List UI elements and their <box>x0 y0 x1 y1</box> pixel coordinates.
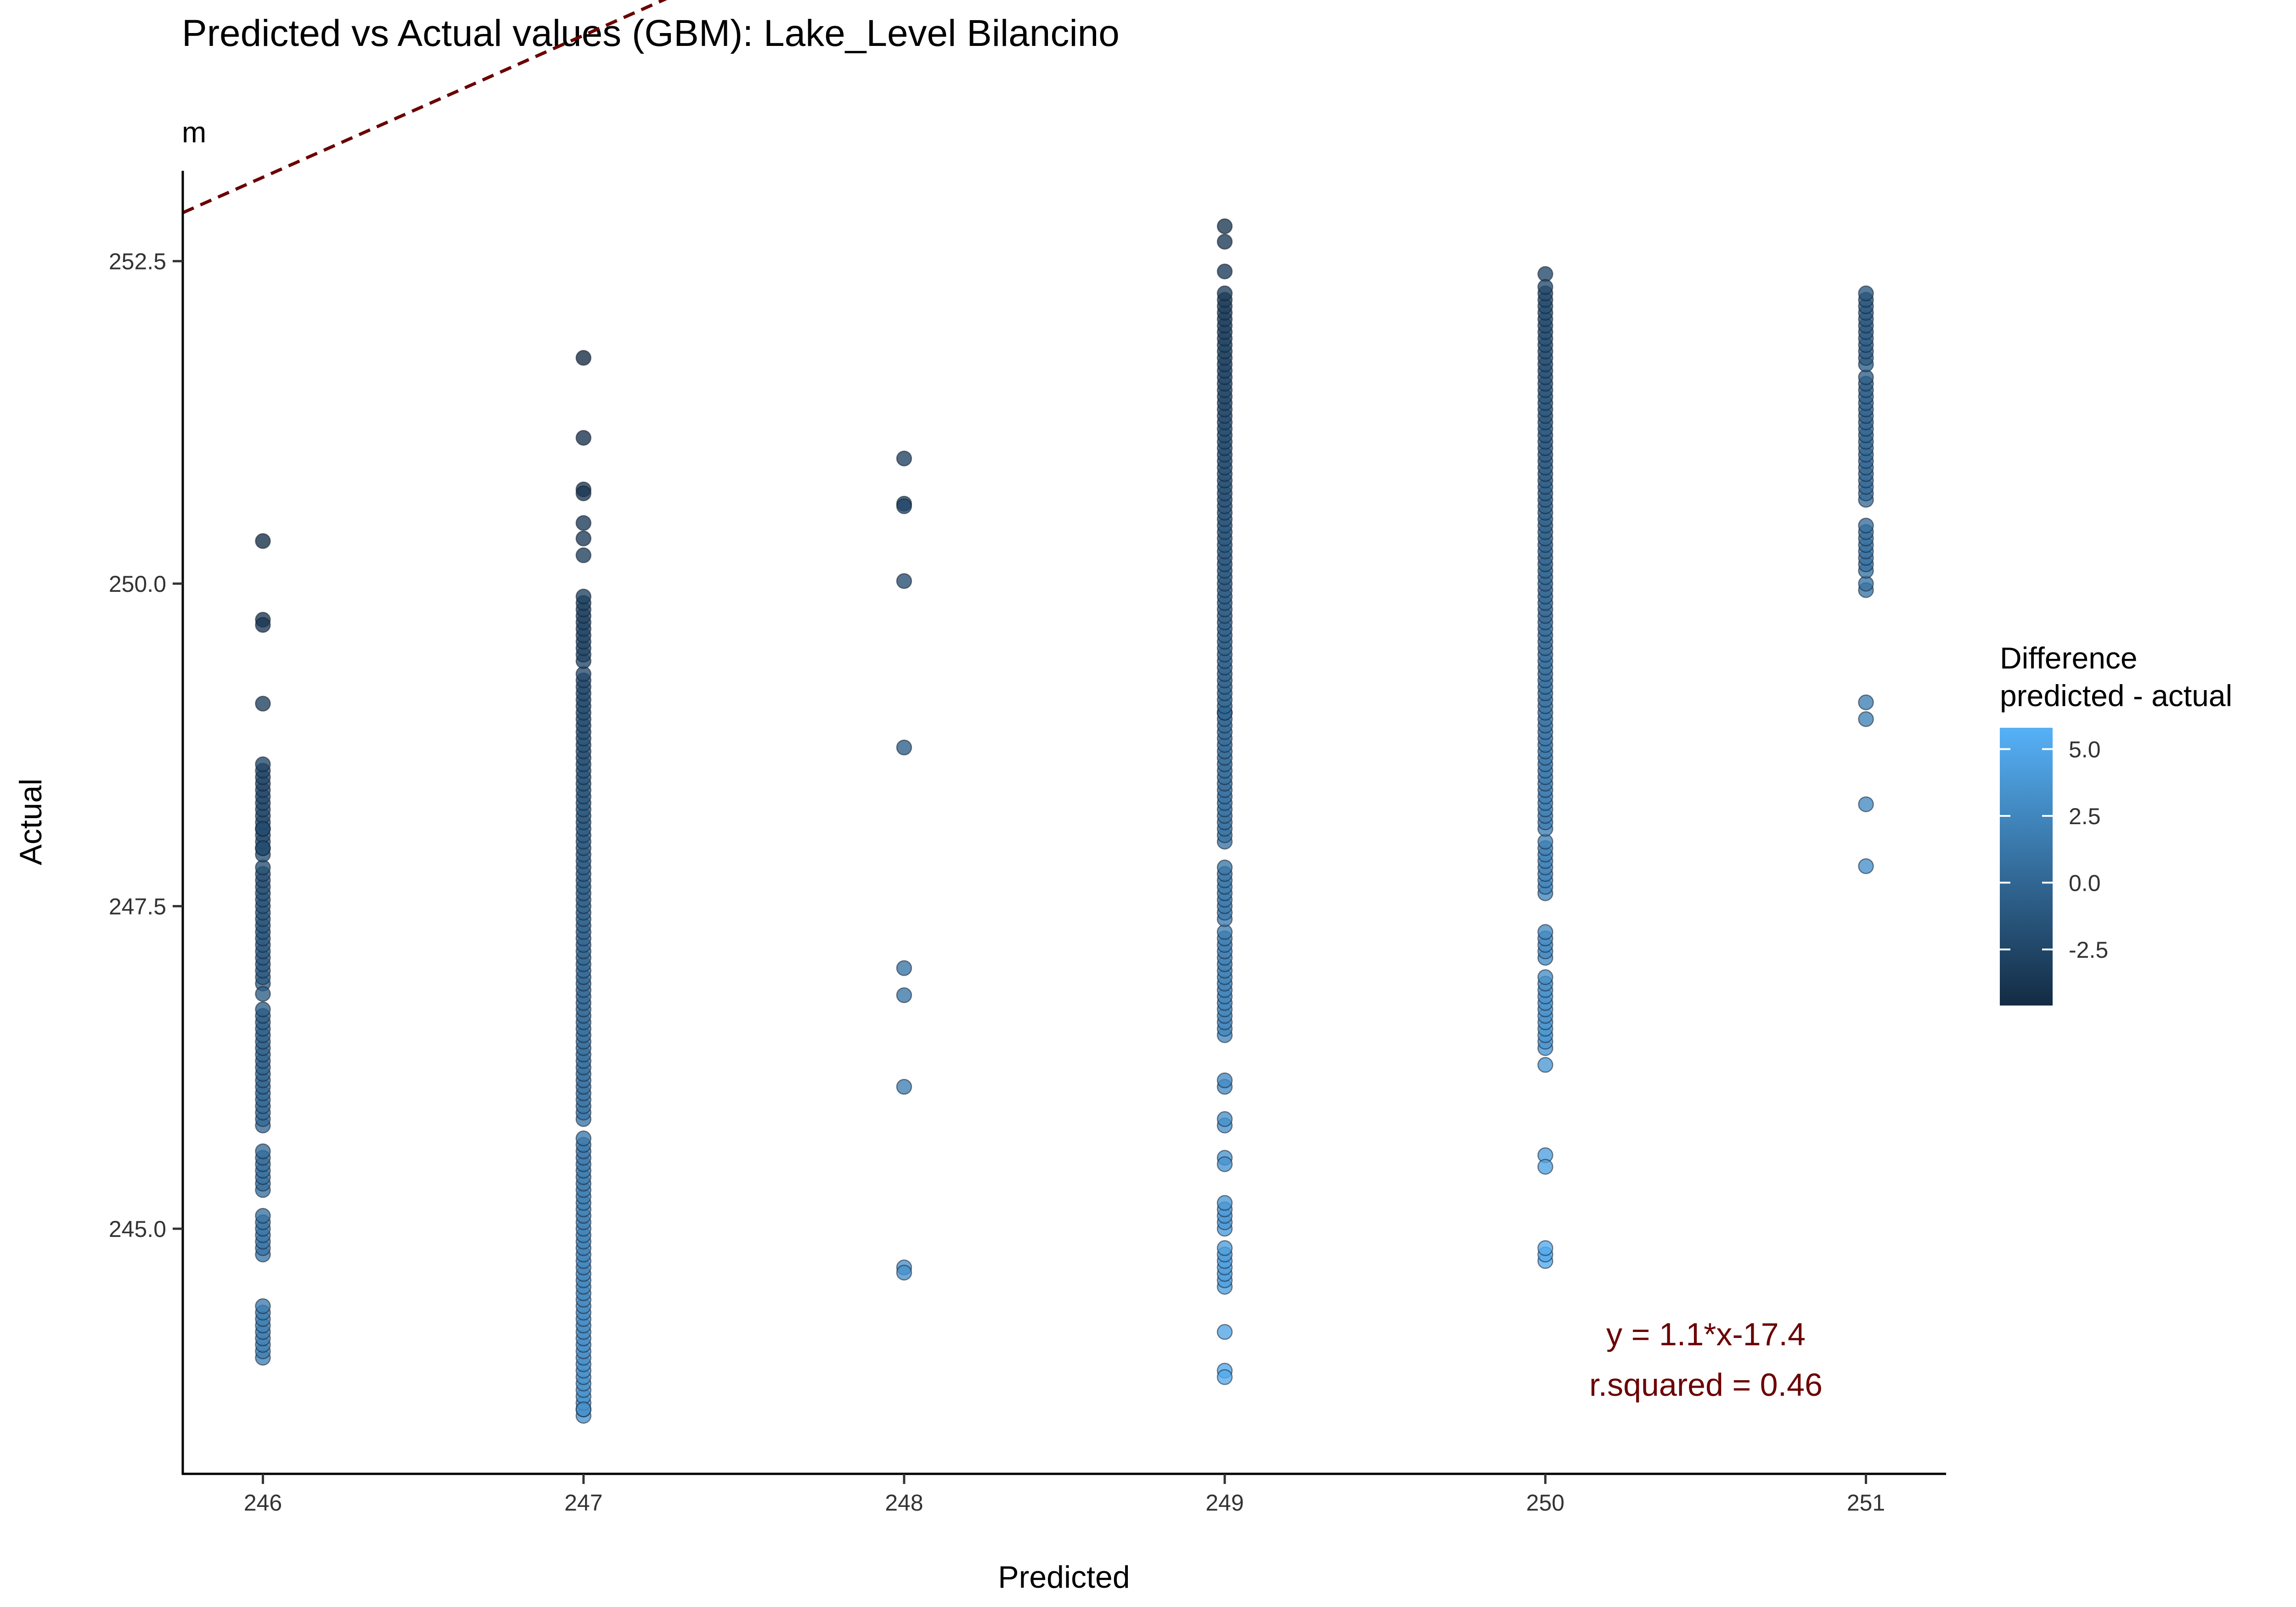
legend-tick-label: 2.5 <box>2069 804 2101 829</box>
x-tick-label: 247 <box>564 1490 602 1516</box>
scatter-point <box>255 533 271 549</box>
scatter-point <box>255 1143 271 1159</box>
scatter-point <box>1216 1111 1233 1127</box>
scatter-point <box>1216 1369 1233 1385</box>
scatter-point <box>255 756 271 772</box>
scatter-point <box>575 485 591 501</box>
legend-tick-label: 5.0 <box>2069 737 2101 763</box>
scatter-point <box>255 1208 271 1224</box>
y-tick-label: 252.5 <box>109 249 166 275</box>
scatter-point <box>1858 285 1874 302</box>
color-legend: Difference predicted - actual 5.0 2.5 0.0 -… <box>2000 641 2232 1006</box>
scatter-point <box>1216 263 1233 280</box>
scatter-point <box>1216 234 1233 250</box>
legend-tick-label: -2.5 <box>2069 937 2108 963</box>
scatter-point <box>255 696 271 712</box>
scatter-point <box>1216 1195 1233 1211</box>
y-tick-label: 247.5 <box>109 894 166 920</box>
scatter-point <box>1537 1057 1553 1073</box>
scatter-point <box>255 617 271 633</box>
legend-title-line1: Difference <box>2000 641 2138 675</box>
x-tick-label: 249 <box>1205 1490 1244 1516</box>
scatter-point <box>1537 924 1553 940</box>
scatter-point <box>1537 1158 1553 1175</box>
x-axis-ticks: 246 247 248 249 250 251 <box>244 1474 1885 1516</box>
scatter-point <box>1537 279 1553 295</box>
scatter-point <box>1216 1240 1233 1256</box>
y-tick-label: 245.0 <box>109 1216 166 1242</box>
scatter-point <box>896 739 912 756</box>
scatter-point <box>575 1130 591 1146</box>
chart-subtitle: m <box>182 116 206 149</box>
scatter-point <box>575 530 591 547</box>
y-axis-title: Actual <box>13 779 48 865</box>
r-squared-label: r.squared = 0.46 <box>1589 1367 1823 1403</box>
scatter-point <box>575 430 591 446</box>
scatter-point <box>896 1079 912 1095</box>
y-tick-label: 250.0 <box>109 571 166 597</box>
scatter-point <box>1216 860 1233 876</box>
scatter-point <box>255 820 271 837</box>
scatter-point <box>896 1264 912 1281</box>
x-tick-label: 250 <box>1526 1490 1564 1516</box>
scatter-point <box>896 960 912 976</box>
scatter-point <box>1216 218 1233 235</box>
scatter-point <box>1216 285 1233 302</box>
scatter-point <box>1216 1156 1233 1172</box>
legend-tick-label: 0.0 <box>2069 870 2101 896</box>
y-axis-ticks: 245.0 247.5 250.0 252.5 <box>109 249 183 1242</box>
chart-title: Predicted vs Actual values (GBM): Lake_L… <box>182 12 1120 54</box>
scatter-point <box>255 1001 271 1017</box>
x-axis-title: Predicted <box>998 1560 1130 1595</box>
x-tick-label: 251 <box>1847 1490 1885 1516</box>
x-tick-label: 248 <box>885 1490 923 1516</box>
scatter-point <box>575 589 591 605</box>
scatter-point <box>1858 858 1874 874</box>
scatter-point <box>255 986 271 1002</box>
legend-ticks: 5.0 2.5 0.0 -2.5 <box>2000 737 2108 963</box>
scatter-point <box>1858 694 1874 710</box>
scatter-point <box>896 987 912 1003</box>
scatter-point <box>1216 1072 1233 1089</box>
regression-equation-label: y = 1.1*x-17.4 <box>1606 1316 1806 1352</box>
scatter-point <box>255 1298 271 1314</box>
legend-color-bar <box>2000 728 2053 1006</box>
x-tick-label: 246 <box>244 1490 282 1516</box>
scatter-point <box>1216 1324 1233 1340</box>
scatter-point <box>896 450 912 466</box>
scatter-point <box>1858 517 1874 534</box>
scatter-points <box>255 218 1874 1424</box>
scatter-point <box>575 1401 591 1417</box>
scatter-point <box>1537 1240 1553 1256</box>
scatter-point <box>1858 711 1874 727</box>
scatter-point <box>1858 796 1874 812</box>
scatter-point <box>896 573 912 589</box>
scatter-point <box>575 547 591 563</box>
scatter-point <box>896 498 912 514</box>
legend-title-line2: predicted - actual <box>2000 679 2232 713</box>
scatter-point <box>575 515 591 531</box>
scatter-point <box>255 840 271 856</box>
scatter-point <box>575 350 591 366</box>
scatter-point <box>1537 969 1553 985</box>
